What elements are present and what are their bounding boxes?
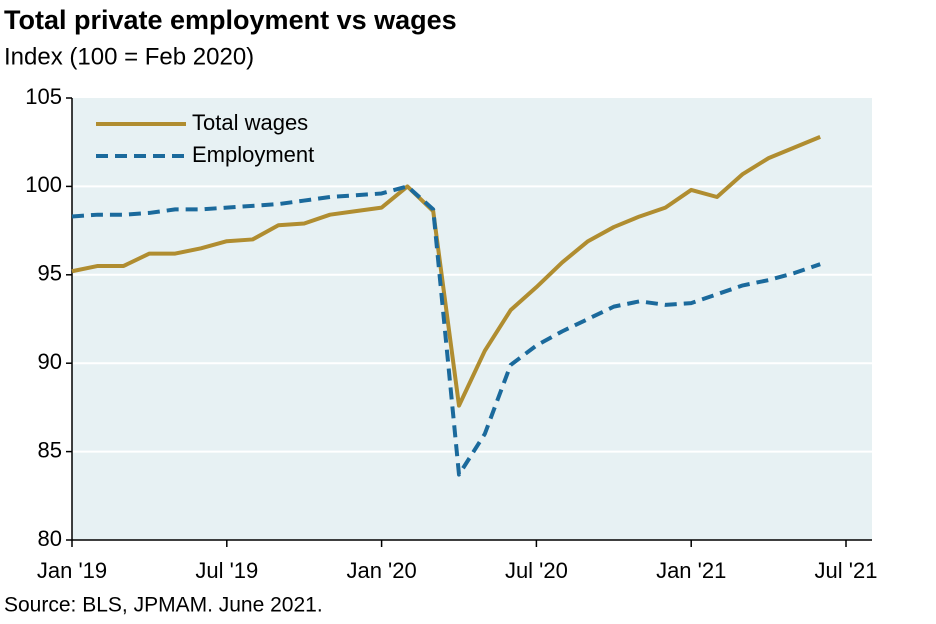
y-tick-label: 80 [38,526,62,551]
x-tick-label: Jan '19 [37,558,107,583]
y-tick-label: 100 [25,172,62,197]
x-tick-label: Jul '19 [195,558,258,583]
chart-title: Total private employment vs wages [4,5,457,35]
x-tick-label: Jul '20 [505,558,568,583]
legend-label: Total wages [192,110,308,135]
y-tick-label: 85 [38,437,62,462]
y-tick-label: 95 [38,261,62,286]
chart-subtitle: Index (100 = Feb 2020) [4,43,254,70]
y-tick-label: 105 [25,84,62,109]
plot-area [72,98,872,540]
series-line [71,135,821,408]
x-tick-label: Jan '20 [346,558,416,583]
legend-label: Employment [192,142,314,167]
series-line [71,184,821,477]
source-note: Source: BLS, JPMAM. June 2021. [4,594,323,617]
x-tick-label: Jul '21 [815,558,878,583]
x-tick-label: Jan '21 [656,558,726,583]
y-tick-label: 90 [38,349,62,374]
